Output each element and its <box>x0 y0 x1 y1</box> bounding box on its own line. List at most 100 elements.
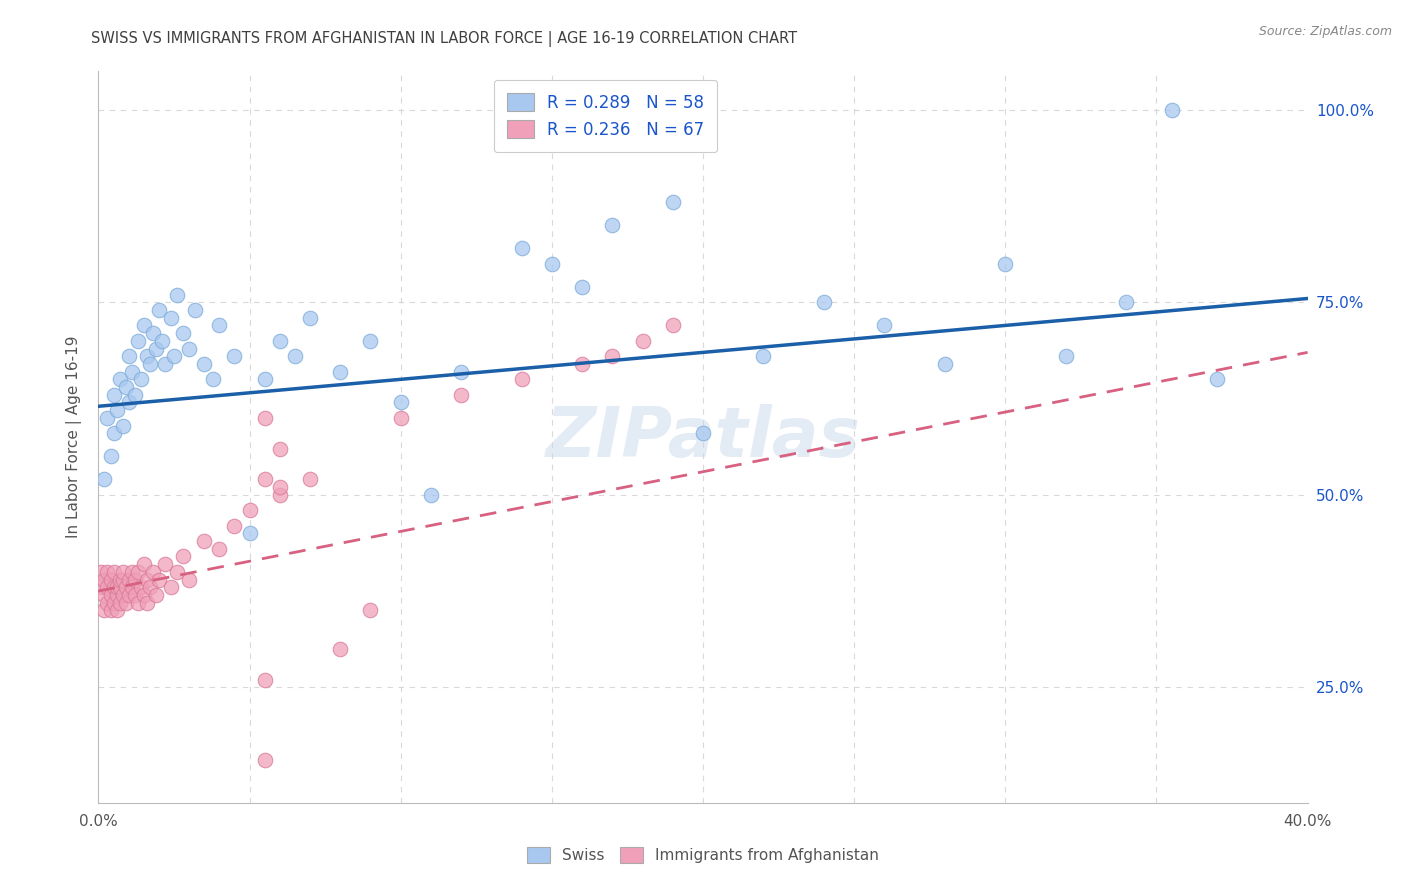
Point <box>93 573 115 587</box>
Point <box>103 580 125 594</box>
Point <box>193 534 215 549</box>
Point <box>145 588 167 602</box>
Legend: R = 0.289   N = 58, R = 0.236   N = 67: R = 0.289 N = 58, R = 0.236 N = 67 <box>494 79 717 152</box>
Point <box>135 596 157 610</box>
Point <box>103 565 125 579</box>
Point <box>139 357 162 371</box>
Point <box>934 357 956 371</box>
Point <box>145 342 167 356</box>
Point <box>153 557 176 571</box>
Point <box>127 565 149 579</box>
Point <box>208 541 231 556</box>
Point <box>172 326 194 340</box>
Point <box>100 573 122 587</box>
Point <box>118 395 141 409</box>
Point <box>96 410 118 425</box>
Point <box>105 403 128 417</box>
Point <box>105 603 128 617</box>
Point <box>299 472 322 486</box>
Point <box>166 287 188 301</box>
Point <box>631 334 654 348</box>
Point <box>202 372 225 386</box>
Point <box>571 357 593 371</box>
Point <box>661 195 683 210</box>
Point <box>124 388 146 402</box>
Point <box>253 472 276 486</box>
Point <box>1115 295 1137 310</box>
Point <box>160 310 183 325</box>
Point <box>121 580 143 594</box>
Point <box>163 349 186 363</box>
Point <box>108 573 131 587</box>
Point <box>1206 372 1229 386</box>
Point <box>135 349 157 363</box>
Point <box>253 410 276 425</box>
Text: SWISS VS IMMIGRANTS FROM AFGHANISTAN IN LABOR FORCE | AGE 16-19 CORRELATION CHAR: SWISS VS IMMIGRANTS FROM AFGHANISTAN IN … <box>91 31 797 47</box>
Point <box>184 303 207 318</box>
Point <box>994 257 1017 271</box>
Point <box>1054 349 1077 363</box>
Point <box>108 372 131 386</box>
Point <box>208 318 231 333</box>
Point <box>127 334 149 348</box>
Point <box>172 549 194 564</box>
Point <box>420 488 443 502</box>
Point <box>179 573 201 587</box>
Point <box>118 573 141 587</box>
Point <box>103 426 125 441</box>
Point <box>450 365 472 379</box>
Point <box>129 372 152 386</box>
Point <box>103 388 125 402</box>
Point <box>179 342 201 356</box>
Point <box>108 580 131 594</box>
Point <box>510 372 533 386</box>
Point <box>142 326 165 340</box>
Point <box>105 588 128 602</box>
Point <box>121 365 143 379</box>
Point <box>269 480 291 494</box>
Point <box>450 388 472 402</box>
Point <box>114 596 136 610</box>
Point <box>132 557 155 571</box>
Point <box>139 580 162 594</box>
Point <box>129 580 152 594</box>
Point <box>692 426 714 441</box>
Point <box>571 280 593 294</box>
Text: Source: ZipAtlas.com: Source: ZipAtlas.com <box>1258 25 1392 38</box>
Point <box>100 450 122 464</box>
Point <box>873 318 896 333</box>
Point <box>193 357 215 371</box>
Point <box>135 573 157 587</box>
Point <box>389 395 412 409</box>
Point <box>118 349 141 363</box>
Point <box>253 754 276 768</box>
Point <box>510 242 533 256</box>
Text: ZIPatlas: ZIPatlas <box>546 403 860 471</box>
Legend: Swiss, Immigrants from Afghanistan: Swiss, Immigrants from Afghanistan <box>519 839 887 871</box>
Point <box>269 442 291 456</box>
Point <box>224 349 246 363</box>
Point <box>100 603 122 617</box>
Point <box>360 603 382 617</box>
Point <box>299 310 322 325</box>
Point <box>269 334 291 348</box>
Point <box>153 357 176 371</box>
Point <box>239 526 262 541</box>
Point <box>661 318 683 333</box>
Point <box>1160 103 1182 117</box>
Point <box>329 641 352 656</box>
Point <box>90 580 112 594</box>
Point <box>142 565 165 579</box>
Point <box>93 472 115 486</box>
Point <box>540 257 562 271</box>
Point <box>114 380 136 394</box>
Point <box>111 573 134 587</box>
Point <box>111 565 134 579</box>
Point <box>90 565 112 579</box>
Point <box>284 349 307 363</box>
Point <box>93 603 115 617</box>
Point <box>602 349 624 363</box>
Point <box>96 596 118 610</box>
Point <box>602 219 624 233</box>
Point <box>813 295 835 310</box>
